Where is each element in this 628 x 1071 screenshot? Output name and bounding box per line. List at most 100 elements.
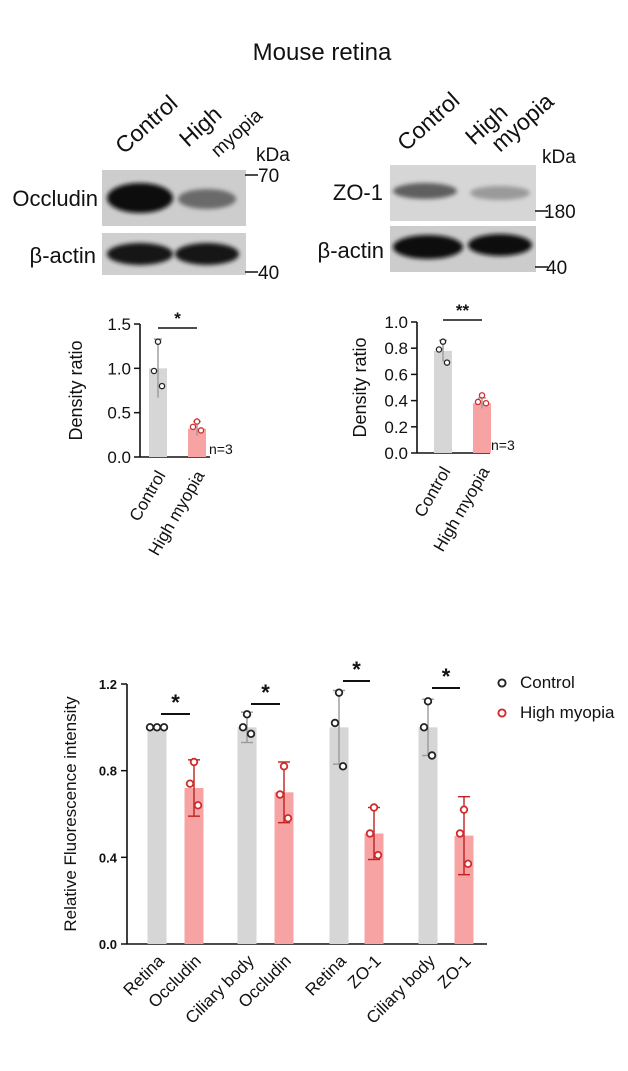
significance-marker: * bbox=[442, 664, 451, 689]
significance-marker: ** bbox=[456, 301, 470, 320]
data-point bbox=[369, 803, 379, 812]
data-point bbox=[435, 346, 443, 353]
data-point bbox=[482, 399, 490, 407]
band-zo1-control bbox=[393, 183, 457, 199]
data-point bbox=[189, 757, 199, 767]
data-point bbox=[459, 805, 469, 814]
significance-marker: * bbox=[352, 657, 361, 682]
x-category-label: Control bbox=[411, 464, 455, 521]
kda-label: kDa bbox=[542, 147, 576, 168]
kda-label: kDa bbox=[256, 145, 290, 166]
bar-control bbox=[329, 727, 349, 944]
data-point bbox=[150, 367, 158, 375]
data-point bbox=[154, 338, 162, 345]
data-point bbox=[189, 423, 197, 431]
data-point bbox=[238, 723, 248, 732]
data-point bbox=[152, 723, 162, 732]
data-point bbox=[365, 829, 375, 838]
legend-label: Control bbox=[520, 673, 575, 692]
data-point bbox=[474, 398, 482, 406]
lane-label-control: Control bbox=[110, 90, 183, 159]
data-point bbox=[373, 850, 383, 860]
data-point bbox=[419, 723, 429, 732]
data-point bbox=[246, 729, 256, 739]
protein-label-occludin: Occludin bbox=[12, 186, 98, 211]
data-point bbox=[193, 801, 203, 810]
legend-marker bbox=[497, 678, 507, 688]
western-blot-zo1: Control High myopia kDa 180 ZO-1 40 β-ac… bbox=[318, 87, 577, 279]
y-tick-label: 0.0 bbox=[384, 444, 408, 463]
data-point bbox=[423, 697, 433, 706]
y-axis-label: Density ratio bbox=[350, 337, 370, 437]
data-point bbox=[330, 718, 340, 728]
y-tick-label: 1.2 bbox=[99, 677, 117, 692]
fluorescence-chart: 0.0 0.4 0.8 1.2 Relative Fluorescence intens… bbox=[61, 657, 615, 1028]
data-point bbox=[463, 859, 473, 869]
x-category-tissue-label: Retina bbox=[302, 951, 351, 1000]
y-tick-label: 0.6 bbox=[384, 365, 408, 384]
significance-marker: * bbox=[171, 690, 180, 715]
y-tick-label: 0.4 bbox=[99, 850, 118, 865]
y-tick-label: 0.0 bbox=[107, 448, 131, 467]
y-tick-label: 0.8 bbox=[99, 764, 117, 779]
legend-label: High myopia bbox=[520, 703, 615, 722]
bar-high-myopia bbox=[188, 428, 206, 457]
data-point bbox=[427, 751, 437, 760]
bar-control bbox=[237, 727, 257, 944]
significance-marker: * bbox=[261, 680, 270, 705]
bar-control bbox=[418, 727, 438, 944]
data-point bbox=[338, 762, 348, 771]
y-tick-label: 1.0 bbox=[107, 359, 131, 378]
western-blot-occludin: Control High myopia kDa 70 Occludin 40 β… bbox=[12, 90, 290, 284]
significance-marker: * bbox=[174, 309, 181, 328]
bar-high-myopia bbox=[184, 788, 204, 944]
bar-control bbox=[434, 350, 452, 453]
sample-size-label: n=3 bbox=[491, 437, 515, 453]
band-actin-control bbox=[107, 243, 173, 265]
band-zo1-myopia bbox=[470, 186, 530, 200]
data-point bbox=[242, 710, 252, 719]
x-category-marker-label: ZO-1 bbox=[434, 951, 475, 992]
marker-180: 180 bbox=[544, 202, 576, 223]
protein-label-actin: β-actin bbox=[318, 238, 384, 263]
y-tick-label: 0.5 bbox=[107, 404, 131, 423]
y-tick-label: 0.0 bbox=[99, 937, 117, 952]
data-point bbox=[478, 392, 486, 399]
bar-high-myopia bbox=[364, 833, 384, 944]
y-tick-label: 1.0 bbox=[384, 313, 408, 332]
bar-control bbox=[147, 727, 167, 944]
y-tick-label: 0.8 bbox=[384, 339, 408, 358]
x-category-label: Control bbox=[126, 468, 170, 525]
y-axis-label: Relative Fluorescence intensity bbox=[61, 696, 80, 932]
data-point bbox=[197, 427, 205, 434]
bar-high-myopia bbox=[473, 403, 491, 453]
data-point bbox=[279, 762, 289, 771]
band-actin-control bbox=[393, 235, 463, 259]
data-point bbox=[275, 790, 285, 799]
data-point bbox=[283, 814, 293, 823]
marker-40: 40 bbox=[546, 258, 567, 279]
lane-label-control: Control bbox=[392, 87, 465, 156]
x-category-marker-label: ZO-1 bbox=[344, 951, 385, 992]
figure-title: Mouse retina bbox=[253, 39, 392, 66]
sample-size-label: n=3 bbox=[209, 441, 233, 457]
data-point bbox=[193, 418, 201, 425]
band-occludin-control bbox=[107, 183, 173, 213]
bar-control bbox=[149, 368, 167, 457]
y-tick-label: 0.2 bbox=[384, 418, 408, 437]
data-point bbox=[159, 723, 169, 732]
data-point bbox=[455, 829, 465, 838]
data-point bbox=[439, 338, 447, 345]
marker-70: 70 bbox=[258, 166, 279, 187]
band-actin-myopia bbox=[175, 243, 239, 265]
protein-label-actin: β-actin bbox=[30, 243, 96, 268]
legend-marker bbox=[497, 708, 507, 718]
data-point bbox=[158, 382, 166, 390]
bar-high-myopia bbox=[274, 792, 294, 944]
data-point bbox=[443, 359, 451, 366]
y-tick-label: 1.5 bbox=[107, 315, 131, 334]
band-actin-myopia bbox=[468, 234, 532, 256]
